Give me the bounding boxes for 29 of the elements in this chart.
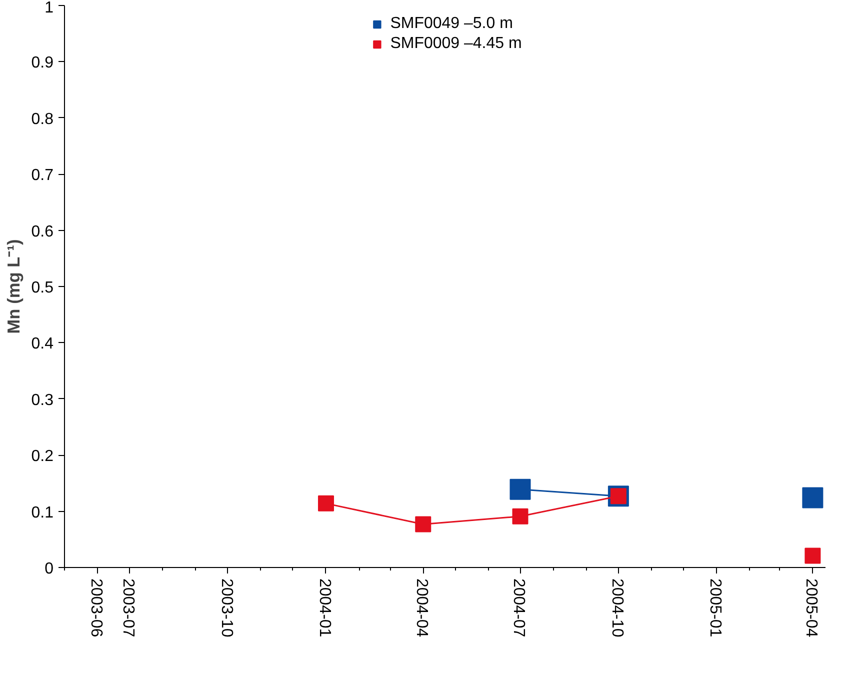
y-tick-label: 0.5: [31, 280, 54, 296]
point: [512, 508, 528, 524]
x-tick-label: 2003-10: [218, 578, 235, 638]
y-axis-title: Mn (mg L⁻¹): [3, 239, 24, 334]
y-tick-label: 0.4: [31, 336, 54, 353]
y-tick-label: 0.6: [31, 223, 54, 240]
x-tick-label: 2003-07: [120, 578, 137, 638]
y-tick-label: 0.1: [31, 504, 54, 522]
y-tick-label: 0.9: [31, 54, 54, 72]
point: [318, 495, 334, 512]
legend-label: SMF0009 –4.45 m: [390, 35, 522, 53]
x-tick-label: 2004-07: [510, 578, 528, 638]
point: [804, 548, 821, 564]
point: [802, 487, 824, 508]
x-tick-label: 2004-04: [413, 578, 430, 638]
point: [510, 478, 531, 500]
y-tick-label: 1: [44, 0, 54, 16]
y-tick-label: 0.2: [31, 448, 54, 466]
x-tick-label: 2005-01: [706, 578, 724, 638]
point: [415, 516, 432, 532]
x-tick-label: 2003-06: [88, 578, 105, 638]
y-tick-label: 0.8: [31, 110, 54, 128]
x-tick-label: 2005-04: [802, 578, 820, 638]
y-tick-label: 0.3: [31, 392, 54, 409]
legend-label: SMF0049 –5.0 m: [390, 15, 513, 33]
x-tick-label: 2004-10: [608, 578, 626, 638]
y-tick-label: 0.7: [31, 167, 54, 184]
y-tick-label: 0: [44, 560, 54, 578]
x-tick-label: 2004-01: [316, 578, 333, 638]
